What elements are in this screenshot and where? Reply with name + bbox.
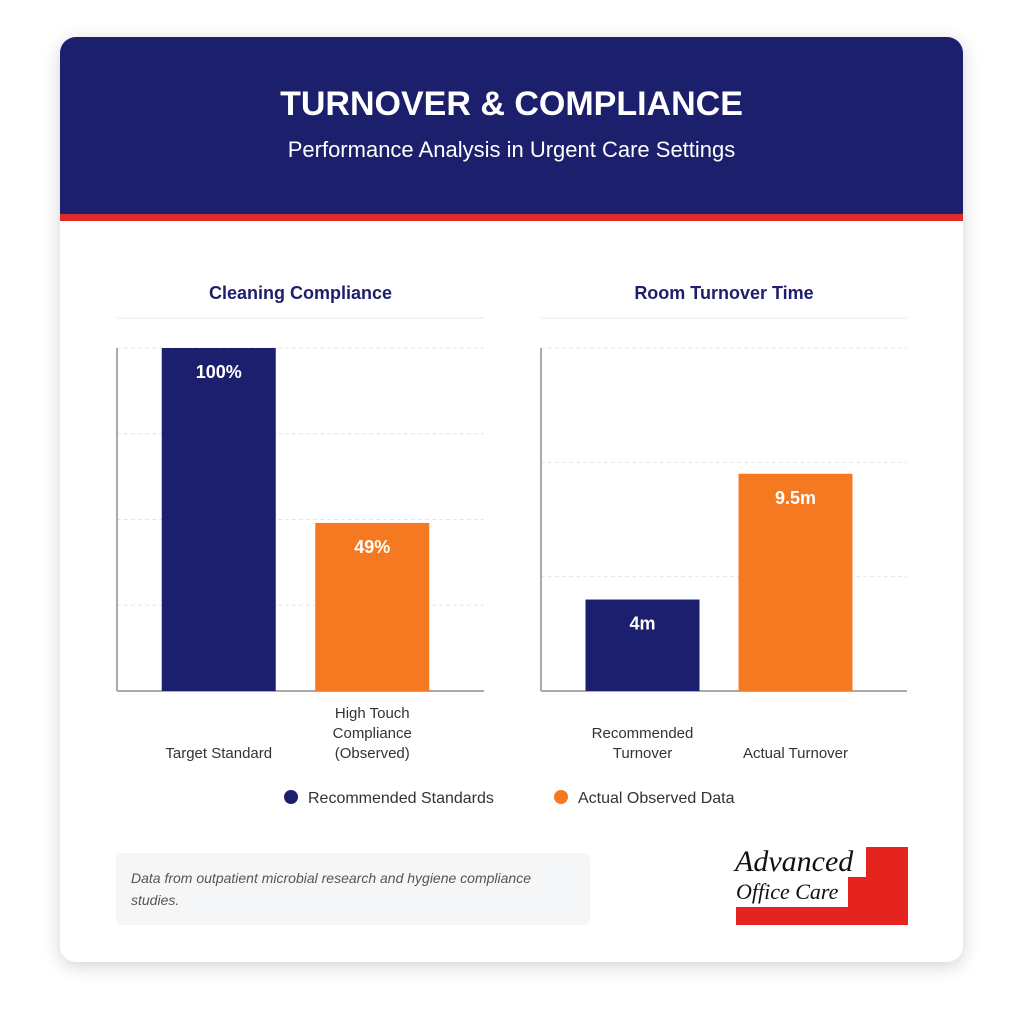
- title: TURNOVER & COMPLIANCE: [280, 85, 743, 123]
- value-label: 100%: [196, 362, 242, 382]
- legend-label: Actual Observed Data: [578, 790, 735, 807]
- chart-title: Cleaning Compliance: [209, 283, 392, 303]
- x-tick-label: Actual Turnover: [742, 745, 849, 762]
- logo-block: [736, 907, 856, 925]
- value-label: 9.5m: [775, 488, 816, 508]
- bar: [738, 473, 853, 691]
- header: TURNOVER & COMPLIANCE Performance Analys…: [60, 37, 963, 221]
- bar: [161, 348, 276, 691]
- subtitle: Performance Analysis in Urgent Care Sett…: [287, 137, 736, 162]
- logo-text: Office Care: [736, 879, 839, 904]
- legend-marker: [554, 790, 568, 804]
- x-tick-label: High Touch Compliance (Observed): [332, 705, 412, 762]
- value-label: 4m: [629, 614, 655, 634]
- legend-marker: [284, 790, 298, 804]
- legend-label: Recommended Standards: [308, 790, 494, 807]
- bar: [585, 599, 700, 691]
- chart-title: Room Turnover Time: [634, 283, 813, 303]
- value-label: 49%: [354, 537, 390, 557]
- x-tick-label: Target Standard: [165, 745, 273, 762]
- note: Data from outpatient microbial research …: [116, 853, 590, 925]
- x-tick-label: Recommended Turnover: [591, 725, 694, 762]
- bar: [315, 522, 430, 691]
- logo-text: Advanced: [733, 845, 854, 878]
- logo: Advanced Office Care: [733, 845, 908, 925]
- note-text: Data from outpatient microbial research …: [131, 870, 531, 908]
